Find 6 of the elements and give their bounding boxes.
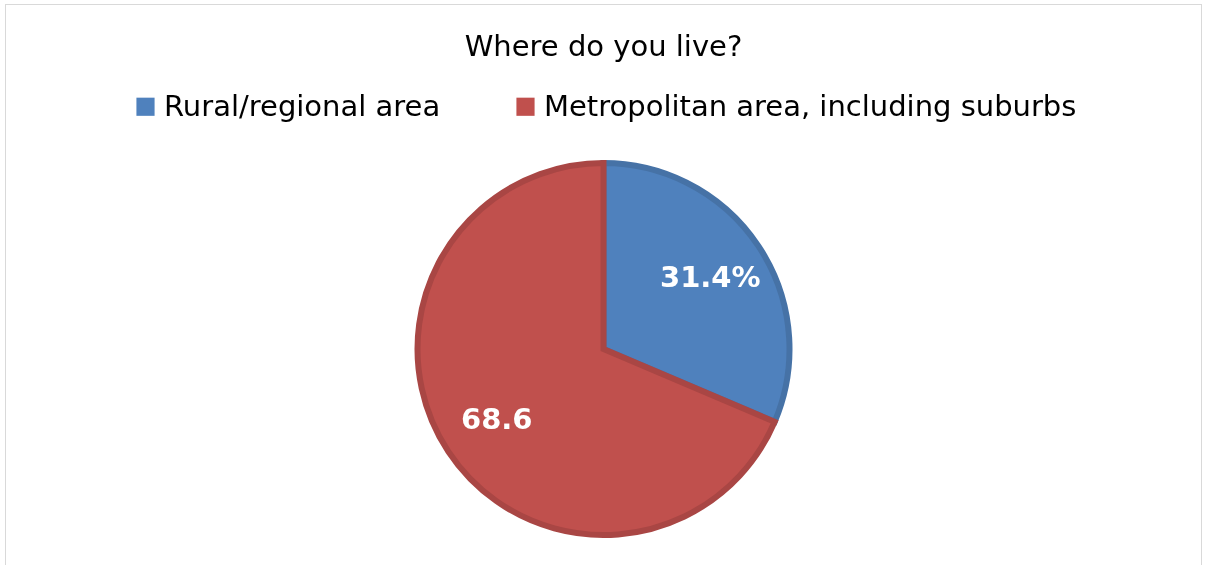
data-label: 68.6 [460,401,533,436]
pie-slice [414,160,778,538]
legend-label: Rural/regional area [164,88,441,123]
chart-title: Where do you live? [464,29,743,63]
data-label: 31.4% [659,260,761,295]
legend-label: Metropolitan area, including suburbs [544,88,1077,123]
